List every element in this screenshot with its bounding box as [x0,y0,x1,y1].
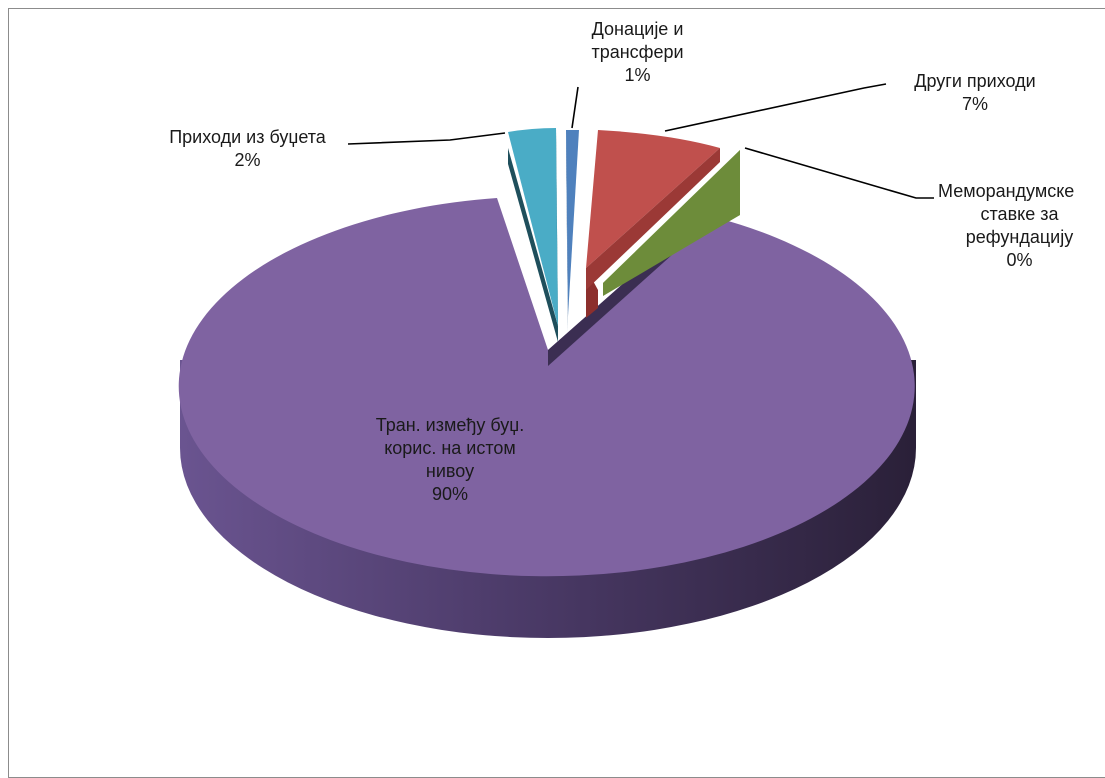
pie-slice-edge-budget [556,128,558,342]
pie-slice-donations [566,130,579,316]
slice-label-memo: Меморандумске ставке за рефундацију 0% [938,181,1075,270]
leader-line-other [664,83,887,132]
pie-slice-group-memo [603,150,740,296]
pie-slice-edge-memo [603,150,740,296]
pie-slice-side-donations [566,132,568,332]
pie-slice-group-budget [508,128,558,342]
leader-line-memo [744,147,934,199]
pie-slice-group-transfers [178,198,916,638]
pie-slice-group-donations [566,130,579,332]
pie-slice-other [586,130,720,268]
slice-label-donations: Донације и трансфери 1% [591,19,684,85]
slice-label-other: Други приходи 7% [914,71,1036,114]
pie-slice-budget [508,128,558,326]
leader-lines [347,83,934,199]
slice-label-budget: Приходи из буџета 2% [169,127,326,170]
pie-slice-edge-other [586,148,720,290]
slice-label-transfers: Тран. између буџ. корис. на истом нивоу … [375,415,525,504]
leader-line-budget [347,132,506,145]
pie-slice-side-budget [508,148,558,342]
pie-slice-group-other [586,130,720,318]
leader-line-donations [571,86,579,129]
pie-slice-transfers [178,198,915,577]
